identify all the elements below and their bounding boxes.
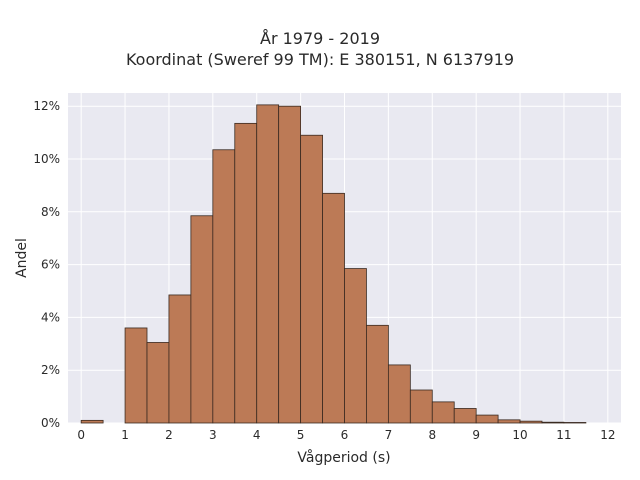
histogram-bar-1 [124, 327, 148, 424]
x-tick-label-4: 4 [253, 428, 261, 442]
histogram-bar-2 [146, 342, 170, 424]
y-tick-label-2: 4% [41, 310, 60, 324]
histogram-bar-17 [475, 414, 499, 424]
histogram-bar-15 [431, 401, 455, 424]
x-tick-label-9: 9 [472, 428, 480, 442]
histogram-bar-3 [168, 294, 192, 424]
histogram-bar-10 [322, 192, 345, 424]
x-tick-label-1: 1 [121, 428, 129, 442]
histogram-bar-16 [453, 408, 477, 424]
histogram-bar-7 [256, 104, 280, 424]
y-axis-label: Andel [14, 238, 30, 278]
histogram-bar-0 [80, 419, 104, 424]
x-tick-label-5: 5 [297, 428, 305, 442]
histogram-bar-18 [497, 419, 521, 424]
x-tick-label-2: 2 [165, 428, 173, 442]
x-tick-label-7: 7 [385, 428, 393, 442]
x-tick-label-12: 12 [600, 428, 615, 442]
x-axis-label: Vågperiod (s) [297, 449, 390, 466]
histogram-bar-5 [212, 149, 236, 424]
histogram-bar-6 [234, 122, 258, 424]
x-tick-label-0: 0 [77, 428, 85, 442]
x-tick-label-3: 3 [209, 428, 217, 442]
y-tick-label-5: 10% [33, 152, 60, 166]
histogram-bar-21 [563, 422, 587, 424]
histogram-bar-20 [541, 421, 565, 424]
histogram-bar-13 [387, 364, 411, 424]
y-tick-label-0: 0% [41, 416, 60, 430]
x-tick-label-11: 11 [556, 428, 571, 442]
histogram-bar-8 [278, 105, 302, 424]
histogram-bar-12 [366, 324, 389, 424]
histogram-bar-11 [344, 268, 367, 424]
histogram-bar-4 [190, 215, 214, 424]
y-tick-label-3: 6% [41, 258, 60, 272]
histogram-bar-9 [300, 134, 323, 424]
y-tick-label-4: 8% [41, 205, 60, 219]
x-tick-label-6: 6 [341, 428, 349, 442]
chart-title-line-2: Koordinat (Sweref 99 TM): E 380151, N 61… [125, 50, 515, 69]
chart-title-line-1: År 1979 - 2019 [260, 29, 380, 48]
x-tick-label-8: 8 [428, 428, 436, 442]
x-tick-label-10: 10 [512, 428, 527, 442]
y-tick-label-1: 2% [41, 363, 60, 377]
y-tick-label-6: 12% [33, 99, 60, 113]
histogram-bar-19 [519, 420, 543, 424]
histogram-bar-14 [409, 389, 433, 424]
